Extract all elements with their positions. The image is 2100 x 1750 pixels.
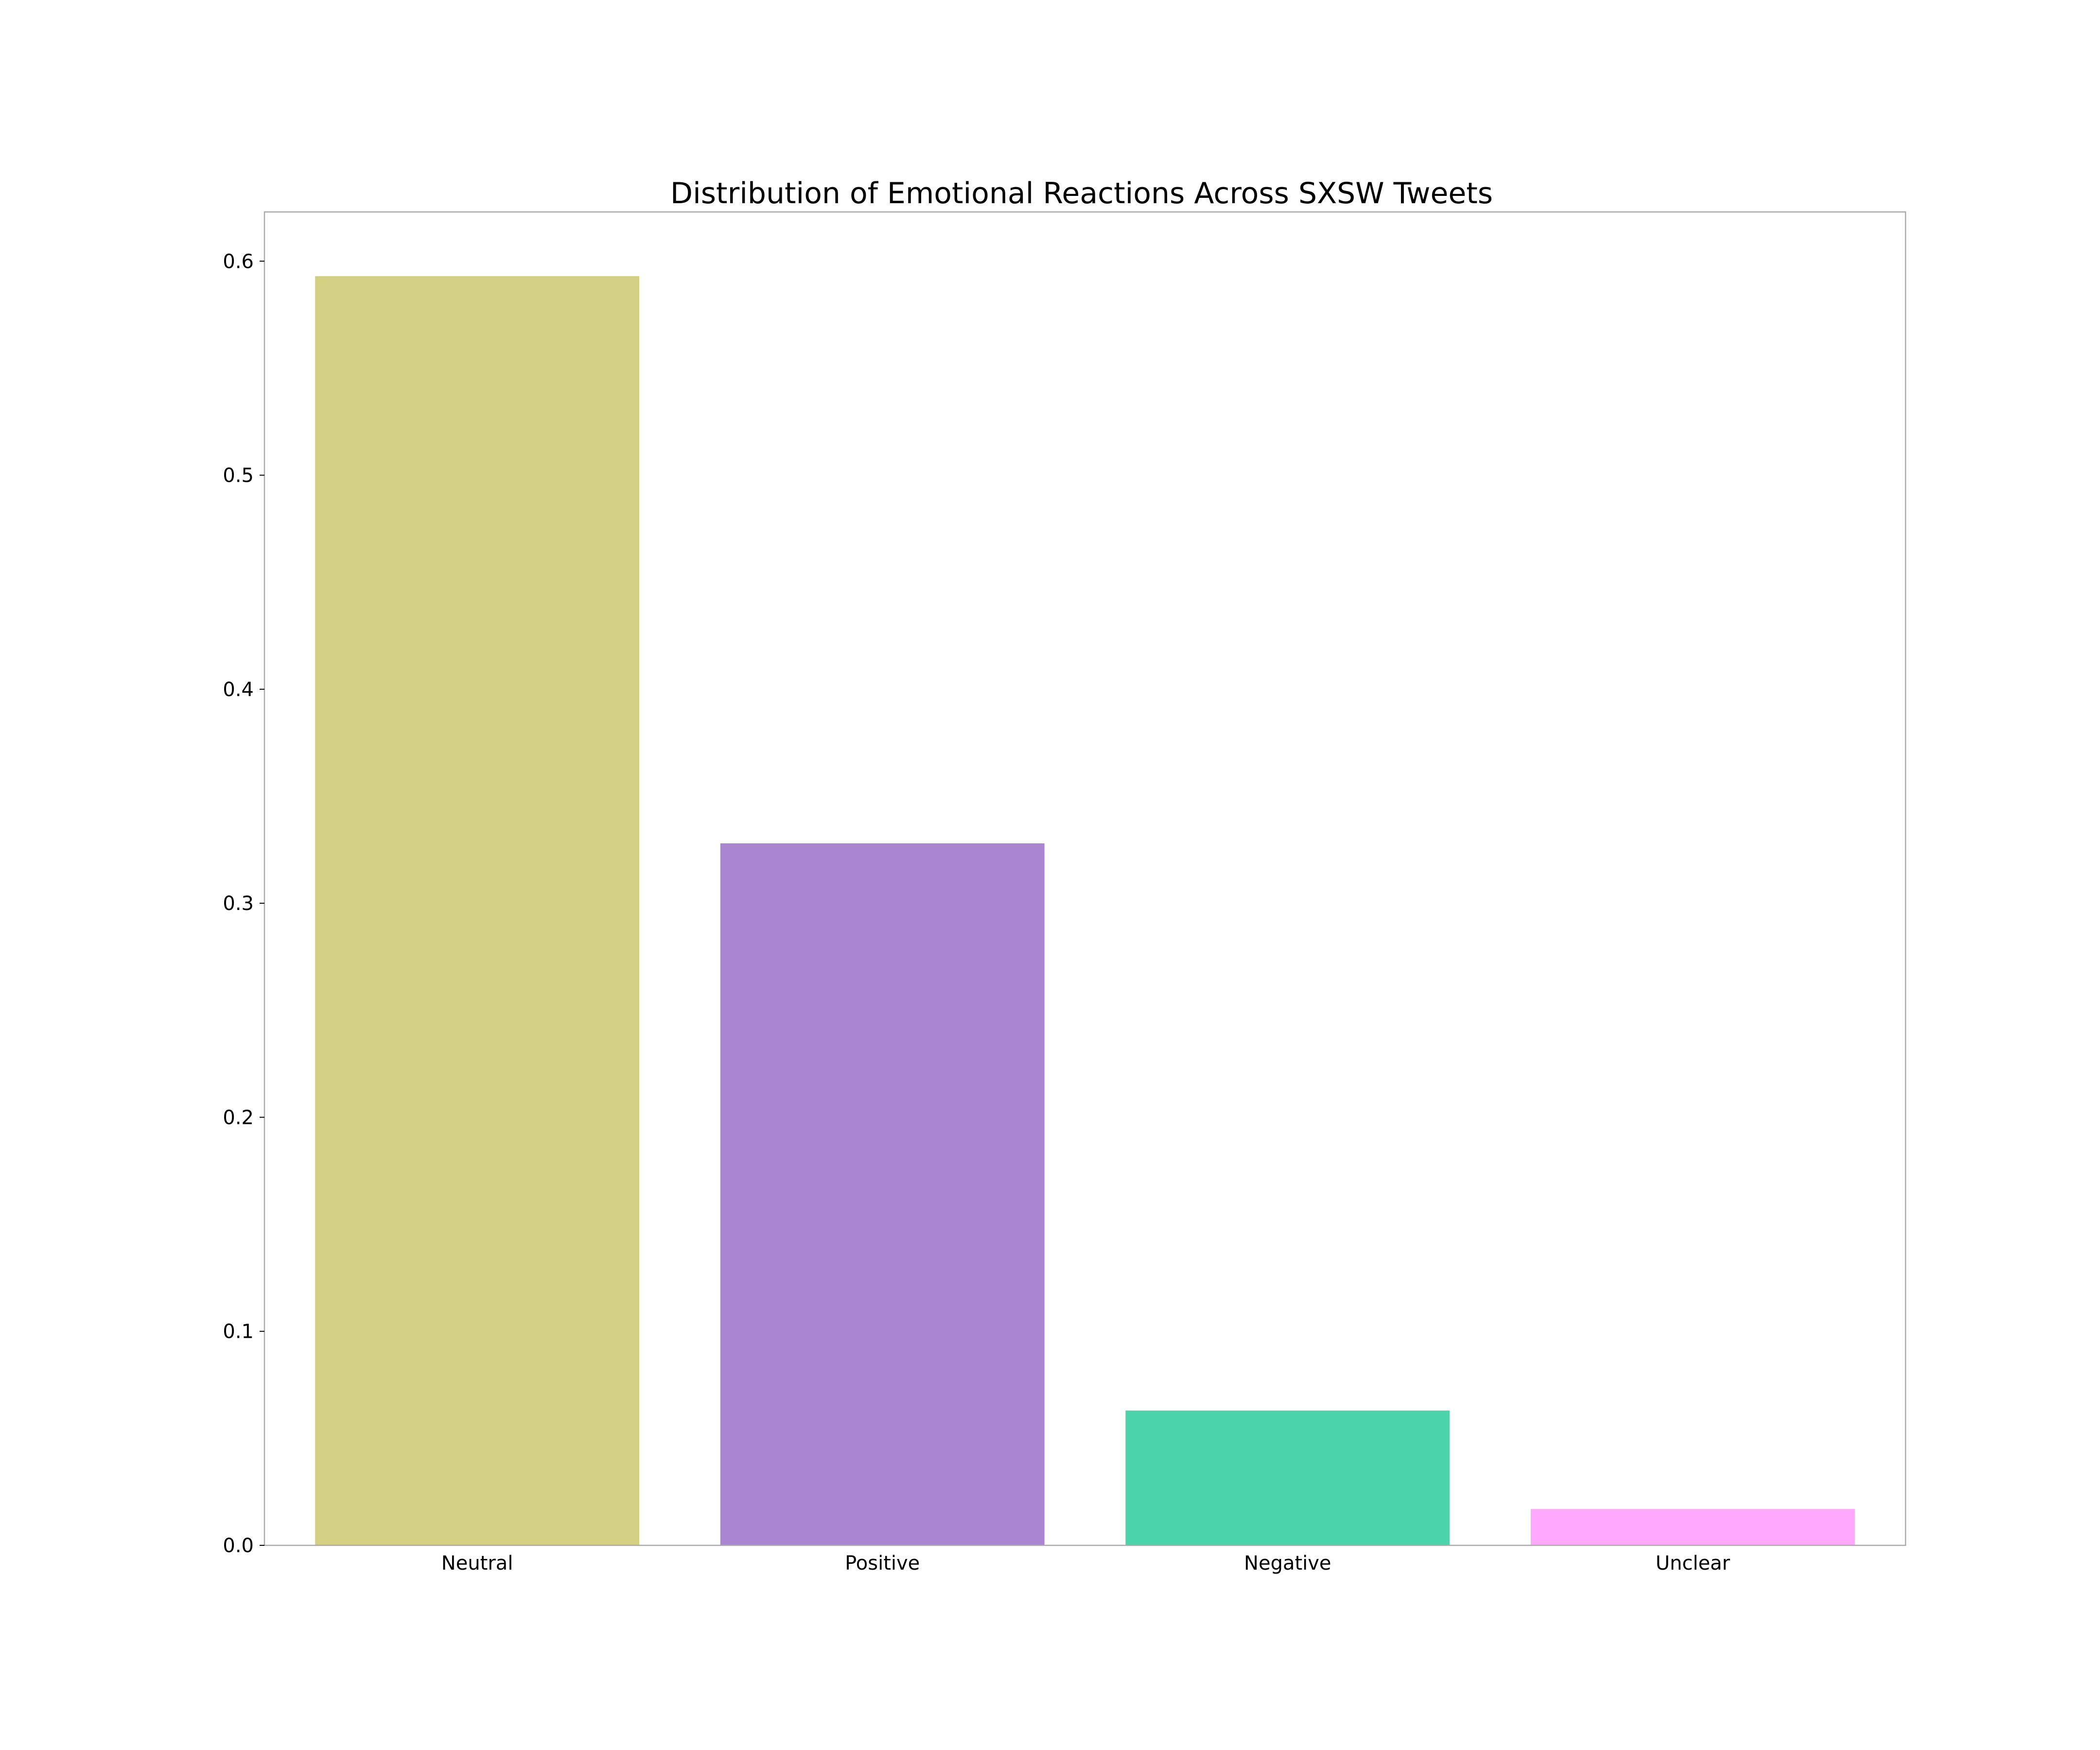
bar-negative [1125,1410,1450,1545]
x-tick-label-neutral: Neutral [441,1552,513,1575]
y-tick-label: 0.1 [223,1321,254,1343]
bar-unclear [1530,1509,1855,1545]
chart-title: Distribution of Emotional Reactions Acro… [670,176,1493,210]
x-tick-label-positive: Positive [845,1552,920,1575]
x-axis: Neutral Positive Negative Unclear [441,1552,1731,1575]
y-axis: 0.0 0.1 0.2 0.3 0.4 0.5 0.6 [223,250,264,1557]
y-tick-label: 0.5 [223,465,254,487]
plot-area-frame [263,211,1907,1546]
bar-positive [720,843,1045,1545]
y-tick-label: 0.2 [223,1106,254,1129]
x-tick-label-unclear: Unclear [1656,1552,1731,1575]
bars-layer [315,276,1855,1545]
x-tick-label-negative: Negative [1244,1552,1331,1575]
y-tick-label: 0.3 [223,892,254,915]
y-tick-label: 0.6 [223,250,254,273]
y-tick-label: 0.0 [223,1535,254,1557]
y-tick-label: 0.4 [223,679,254,701]
bar-neutral [315,276,640,1545]
